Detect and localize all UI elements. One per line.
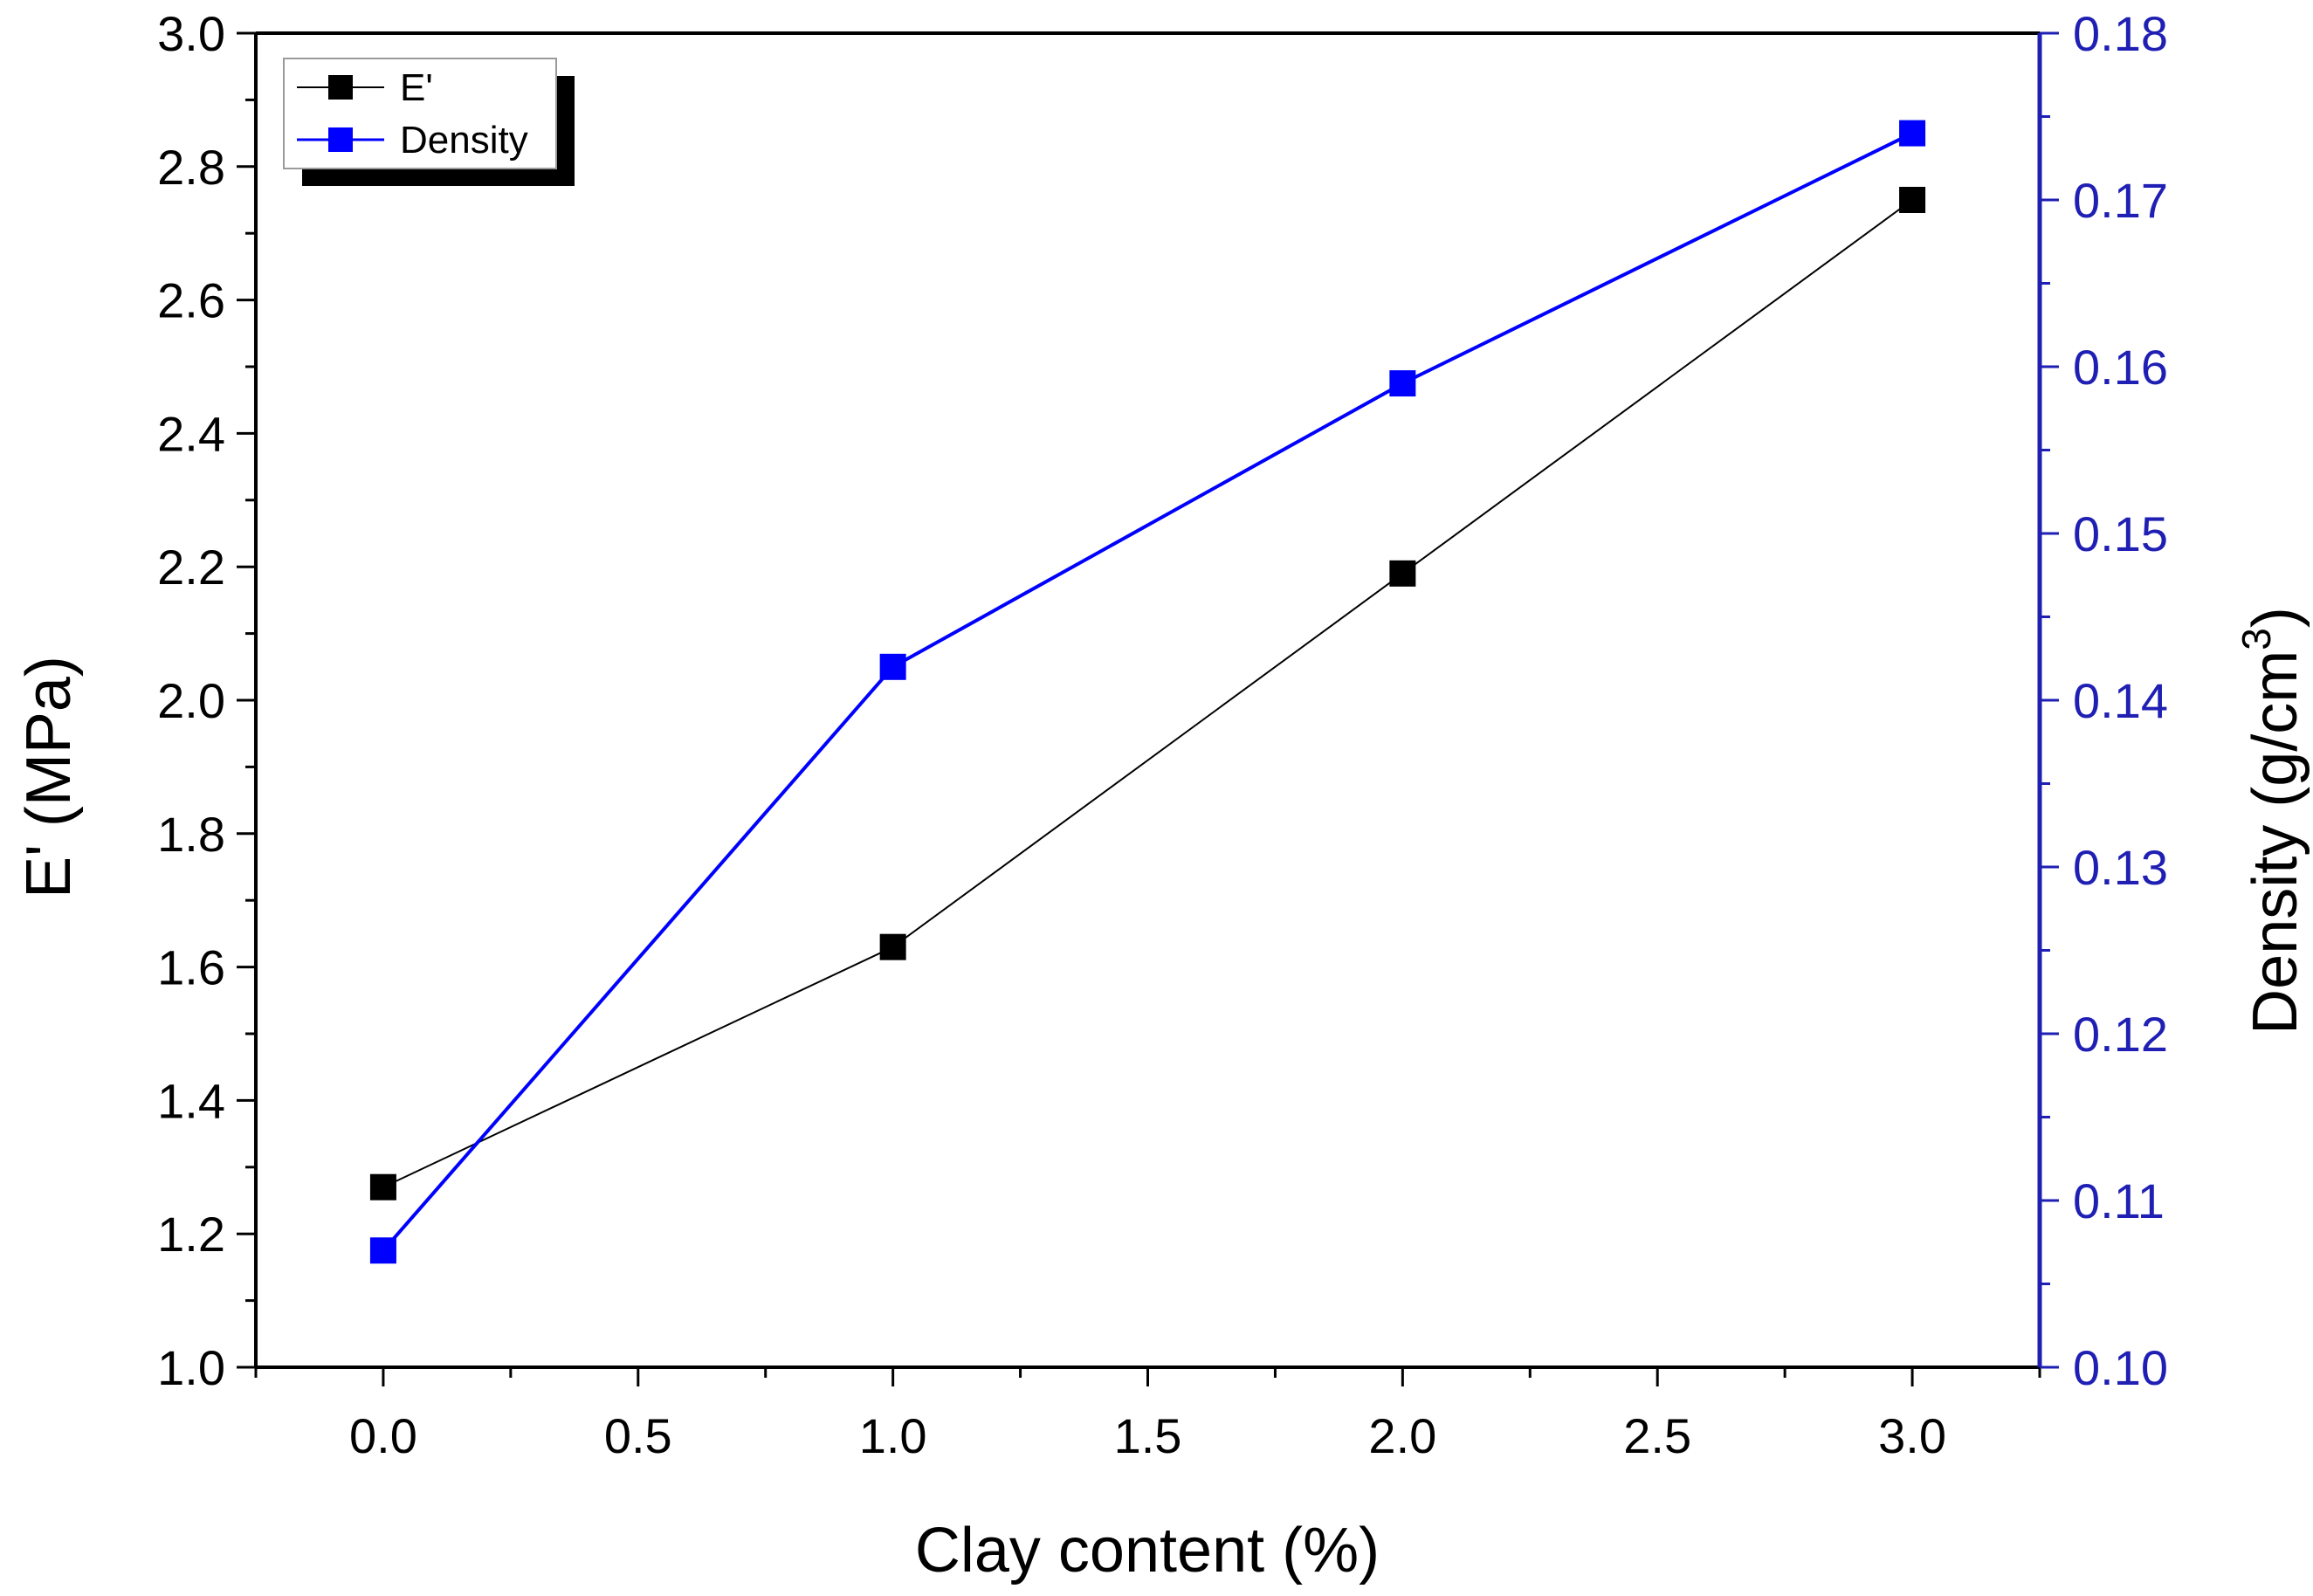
y-left-tick-label: 1.0 bbox=[157, 1340, 225, 1395]
x-tick-label: 1.0 bbox=[859, 1408, 927, 1463]
series-density-point bbox=[369, 1237, 396, 1264]
y-axis-right-label-base: Density (g/cm bbox=[2241, 650, 2310, 1035]
y-axis-right-label-superscript: 3 bbox=[2234, 628, 2279, 650]
y-right-tick-label: 0.14 bbox=[2073, 673, 2168, 728]
y-left-tick-label: 1.2 bbox=[157, 1207, 225, 1262]
legend-e-label: E' bbox=[400, 66, 433, 109]
y-left-tick-label: 2.0 bbox=[157, 673, 225, 728]
axes-group: 0.0 0.5 1.0 1.5 2.0 2.5 3.0 1.0 1.2 1.4 1.6 1.8 2.0 2… bbox=[157, 6, 2168, 1463]
y-right-tick-label: 0.17 bbox=[2073, 173, 2168, 228]
x-tick-label: 2.5 bbox=[1623, 1408, 1691, 1463]
series-e-point bbox=[369, 1173, 396, 1200]
y-left-tick-label: 2.8 bbox=[157, 140, 225, 195]
series-e-point bbox=[879, 933, 906, 960]
y-axis-right-label: Density (g/cm3) bbox=[2234, 607, 2310, 1035]
y-left-tick-label: 2.2 bbox=[157, 540, 225, 595]
y-left-tick-label: 1.4 bbox=[157, 1073, 225, 1128]
legend-e-marker bbox=[328, 75, 353, 100]
series-density-point bbox=[1389, 370, 1416, 397]
legend: E' Density bbox=[283, 58, 575, 186]
series-e-point bbox=[1899, 187, 1926, 213]
series-e-point bbox=[1389, 560, 1416, 587]
legend-density-marker bbox=[328, 127, 353, 152]
y-right-tick-label: 0.13 bbox=[2073, 840, 2168, 895]
series-density-point bbox=[879, 653, 906, 680]
legend-density-label: Density bbox=[400, 119, 528, 162]
y-right-tick-label: 0.10 bbox=[2073, 1340, 2168, 1395]
y-left-tick-label: 2.4 bbox=[157, 406, 225, 461]
x-tick-label: 0.5 bbox=[604, 1408, 672, 1463]
y-axis-right-label-close: ) bbox=[2241, 607, 2310, 628]
x-axis-label: Clay content (%) bbox=[915, 1516, 1380, 1586]
y-axis-left-label: E' (MPa) bbox=[14, 656, 84, 898]
y-right-tick-label: 0.12 bbox=[2073, 1007, 2168, 1062]
series-markers-group bbox=[369, 120, 1926, 1264]
y-left-tick-label: 1.8 bbox=[157, 807, 225, 862]
x-tick-label: 1.5 bbox=[1114, 1408, 1182, 1463]
y-right-tick-label: 0.11 bbox=[2073, 1173, 2165, 1228]
x-tick-label: 2.0 bbox=[1368, 1408, 1436, 1463]
series-density-point bbox=[1899, 120, 1926, 147]
y-left-tick-label: 1.6 bbox=[157, 940, 225, 995]
series-lines-group bbox=[382, 131, 1913, 1252]
x-tick-label: 0.0 bbox=[349, 1408, 417, 1463]
series-density-line bbox=[382, 131, 1913, 1252]
y-right-tick-label: 0.15 bbox=[2073, 506, 2168, 561]
y-right-tick-label: 0.18 bbox=[2073, 6, 2168, 61]
x-tick-label: 3.0 bbox=[1878, 1408, 1946, 1463]
y-right-tick-label: 0.16 bbox=[2073, 340, 2168, 395]
y-left-tick-label: 3.0 bbox=[157, 6, 225, 61]
series-e-line bbox=[382, 199, 1913, 1188]
y-left-tick-label: 2.6 bbox=[157, 273, 225, 328]
